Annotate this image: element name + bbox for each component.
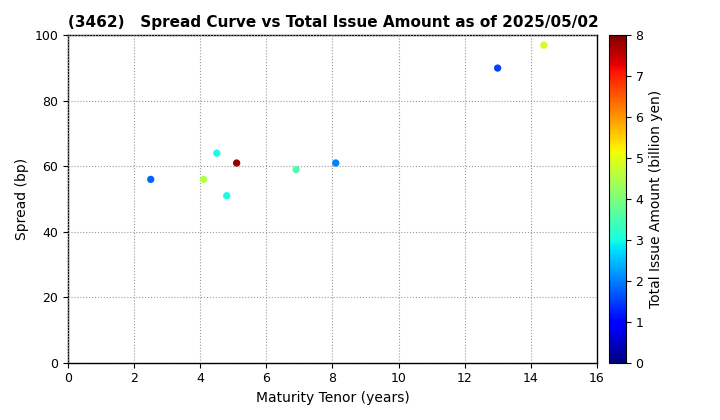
Y-axis label: Total Issue Amount (billion yen): Total Issue Amount (billion yen) [649,90,663,308]
Point [198,176,210,183]
Point [290,166,302,173]
Point [211,150,222,157]
Text: (3462)   Spread Curve vs Total Issue Amount as of 2025/05/02: (3462) Spread Curve vs Total Issue Amoun… [68,15,599,30]
Point [221,192,233,199]
X-axis label: Maturity Tenor (years): Maturity Tenor (years) [256,391,409,405]
Point [330,160,341,166]
Point [145,176,156,183]
Point [231,160,243,166]
Point [538,42,549,49]
Y-axis label: Spread (bp): Spread (bp) [15,158,29,240]
Point [492,65,503,71]
